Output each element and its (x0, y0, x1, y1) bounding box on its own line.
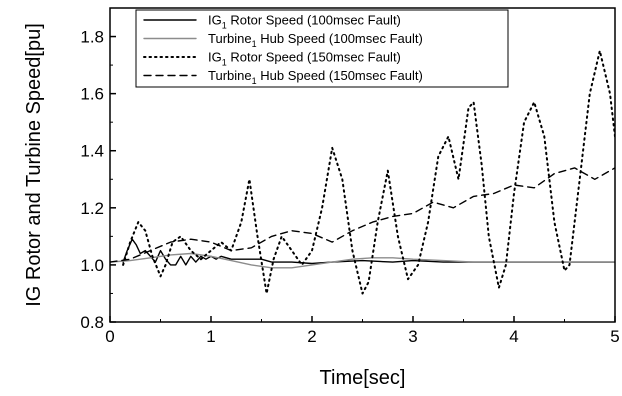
x-tick-label: 1 (206, 327, 215, 346)
y-tick-label: 1.2 (80, 199, 104, 218)
series-line-4 (110, 167, 615, 263)
x-axis-title: Time[sec] (320, 367, 406, 389)
x-tick-label: 4 (509, 327, 518, 346)
legend-box (135, 9, 509, 88)
y-tick-label: 1.8 (80, 28, 104, 47)
series-line-1 (122, 238, 615, 266)
y-tick-label: 0.8 (80, 313, 104, 332)
legend-label-1: IG1 Rotor Speed (100msec Fault) (208, 13, 401, 31)
x-tick-label: 3 (408, 327, 417, 346)
legend-label-4: Turbine1 Hub Speed (150msec Fault) (208, 68, 423, 86)
y-tick-label: 1.4 (80, 142, 104, 161)
x-tick-label: 2 (307, 327, 316, 346)
series-layer (110, 49, 615, 295)
x-tick-label: 5 (610, 327, 619, 346)
series-line-2 (110, 252, 615, 269)
y-tick-label: 1.0 (80, 256, 104, 275)
legend: IG1 Rotor Speed (100msec Fault)Turbine1 … (135, 9, 509, 88)
axis-layer: 0 1 2 3 4 5 0.8 1.0 1.2 1.4 1.6 1.8 (80, 28, 619, 346)
y-tick-label: 1.6 (80, 85, 104, 104)
series-line-3 (122, 49, 615, 295)
legend-label-2: Turbine1 Hub Speed (100msec Fault) (208, 31, 423, 49)
legend-label-3: IG1 Rotor Speed (150msec Fault) (208, 50, 401, 68)
x-tick-label: 0 (105, 327, 114, 346)
y-axis-title: IG Rotor and Turbine Speed[pu] (23, 23, 45, 307)
